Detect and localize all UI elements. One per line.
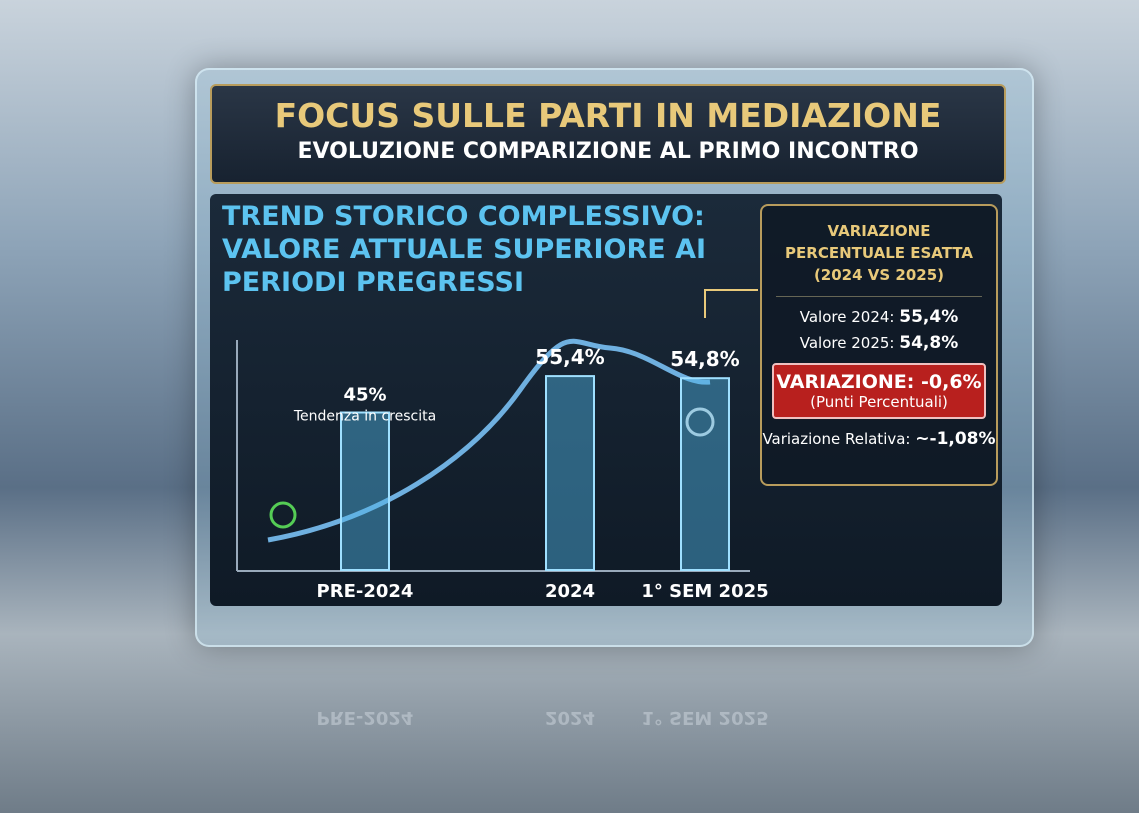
bar (546, 376, 594, 570)
x-tick-label: 2024 (545, 581, 595, 602)
value-label: 54,8% (670, 347, 739, 371)
value-label: 45% (343, 385, 386, 406)
bar (341, 413, 389, 571)
x-tick-reflection: PRE-2024 (317, 707, 414, 728)
chart: 45% PRE-2024 PRE-2024 55,4% 2024 2024 54,8% 1° … (0, 0, 1139, 813)
trend-curve (268, 341, 710, 540)
x-tick-reflection: 1° SEM 2025 (641, 707, 768, 728)
annotation: Tendenza in crescita (293, 409, 436, 425)
check-icon (271, 503, 295, 527)
value-label: 55,4% (535, 345, 604, 369)
x-tick-reflection: 2024 (545, 707, 595, 728)
x-tick-label: 1° SEM 2025 (641, 581, 768, 602)
x-tick-label: PRE-2024 (317, 581, 414, 602)
bar (681, 378, 729, 570)
screen: FOCUS SULLE PARTI IN MEDIAZIONE EVOLUZIO… (0, 0, 1139, 813)
connector (705, 290, 758, 318)
